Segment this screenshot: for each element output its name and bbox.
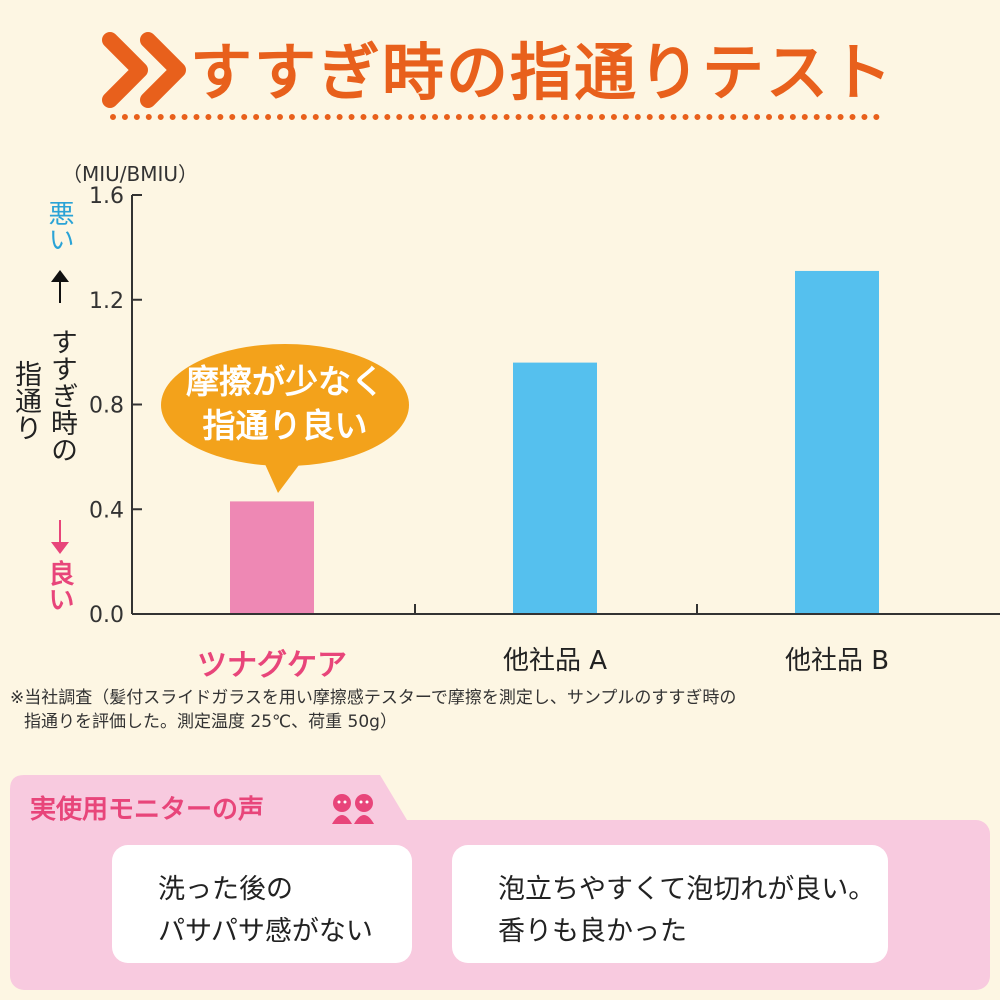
voice-card-1-line1: 洗った後の [158, 874, 293, 905]
footnote-line2: 指通りを評価した。測定温度 25℃、荷重 50g） [24, 712, 397, 732]
voice-card-2-line1: 泡立ちやすくて泡切れが良い。 [498, 874, 876, 905]
arrow-up-icon [51, 270, 69, 303]
voice-card-2-line2: 香りも良かった [498, 916, 687, 947]
y-tick-label: 1.6 [89, 184, 124, 209]
y-tick-label: 1.2 [89, 289, 124, 314]
y-tick-label: 0.8 [89, 394, 124, 419]
page-title: すすぎ時の指通りテスト [190, 36, 895, 109]
callout-line2: 指通り良い [202, 406, 368, 445]
callout-line1: 摩擦が少なく [186, 362, 384, 401]
better-label: 良い [44, 560, 74, 612]
chevron-double-right-icon [102, 32, 186, 108]
footnote-line1: ※当社調査（髪付スライドガラスを用い摩擦感テスターで摩擦を測定し、サンプルのすす… [10, 688, 737, 708]
voices-title: 実使用モニターの声 [30, 795, 265, 825]
category-label-1: 他社品 A [502, 646, 608, 676]
voice-card-2: 泡立ちやすくて泡切れが良い。 香りも良かった [452, 845, 888, 963]
unit-label: （MIU/BMIU） [62, 162, 199, 186]
y-axis-title-line2: 指通り [10, 360, 41, 441]
category-label-2: 他社品 B [784, 646, 890, 676]
y-tick-label: 0.4 [89, 498, 124, 523]
callout-bubble [161, 344, 409, 493]
worse-label: 悪い [44, 200, 74, 252]
voices-tab [10, 775, 410, 825]
bar-2 [795, 270, 879, 614]
bar-1 [513, 362, 597, 614]
y-tick-label: 0.0 [89, 603, 124, 628]
title-underline [110, 114, 880, 120]
bar-0 [230, 501, 314, 614]
category-label-0: ツナグケア [197, 648, 347, 683]
two-people-icon [332, 794, 374, 824]
callout-text: 摩擦が少なく 指通り良い [160, 360, 410, 448]
title-area: すすぎ時の指通りテスト [0, 0, 1000, 130]
arrow-down-icon [51, 520, 69, 554]
voice-card-1: 洗った後の パサパサ感がない [112, 845, 412, 963]
voice-card-1-line2: パサパサ感がない [158, 916, 373, 947]
bar-chart: 0.0 0.4 0.8 1.2 1.6 [89, 184, 1000, 628]
y-axis-title-line1: すすぎ時の [46, 328, 77, 463]
footnote: ※当社調査（髪付スライドガラスを用い摩擦感テスターで摩擦を測定し、サンプルのすす… [10, 686, 990, 734]
